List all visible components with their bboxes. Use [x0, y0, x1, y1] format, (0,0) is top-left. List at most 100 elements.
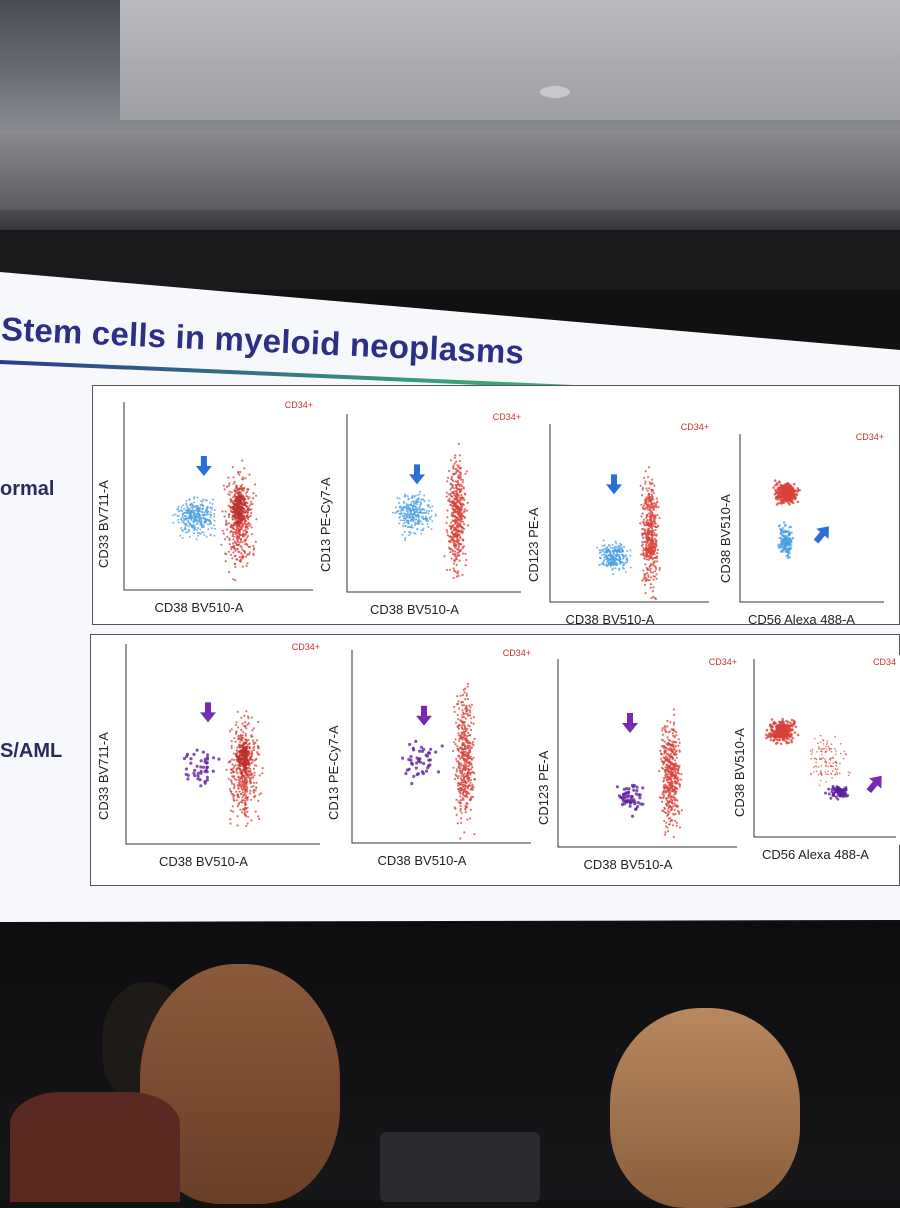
cd34-cell-point	[645, 534, 648, 537]
cd34-cell-point	[456, 498, 459, 501]
stem-cell-point	[790, 538, 793, 541]
stem-cell-point	[610, 562, 612, 565]
cd34-cell-point	[646, 537, 649, 541]
cd34-cell-point	[456, 702, 460, 706]
stem-cell-point	[785, 530, 788, 533]
stem-cell-point	[189, 761, 193, 765]
cd34-cell-point	[824, 758, 826, 760]
stem-cell-point	[622, 555, 625, 558]
cd34-cell-point	[247, 750, 250, 754]
stem-cell-point	[183, 522, 186, 525]
population-arrow-icon	[606, 474, 622, 495]
cd34-cell-point	[817, 748, 820, 750]
cd34-cell-point	[446, 531, 449, 534]
cd34-cell-point	[239, 541, 242, 544]
stem-cell-point	[779, 529, 783, 532]
cd34-cell-point	[246, 527, 249, 530]
cd34-cell-point	[247, 717, 250, 720]
cd34-cell-point	[255, 518, 258, 521]
cd34-cell-point	[454, 743, 457, 746]
cd34-cell-point	[793, 490, 796, 493]
cd34-cell-point	[452, 544, 455, 547]
cd34-cell-point	[459, 801, 462, 804]
cd34-cell-point	[457, 546, 460, 549]
cd34-cell-point	[822, 743, 825, 745]
cd34-cell-point	[651, 503, 654, 506]
cd34-cell-point	[648, 466, 651, 469]
gate-label: CD34	[872, 657, 896, 667]
cd34-cell-point	[662, 739, 665, 742]
cd34-cell-point	[461, 514, 464, 517]
stem-cell-point	[414, 766, 418, 770]
cd34-cell-point	[673, 735, 676, 738]
stem-cell-point	[196, 532, 199, 534]
x-axis-label: CD56 Alexa 488-A	[748, 612, 855, 627]
cd34-cell-point	[468, 777, 471, 780]
cd34-cell-point	[459, 467, 462, 470]
stem-cell-point	[827, 792, 831, 796]
cd34-cell-point	[648, 507, 651, 510]
cd34-cell-point	[460, 493, 463, 497]
cd34-cell-point	[472, 722, 475, 725]
stem-cell-point	[199, 532, 202, 535]
cd34-cell-point	[249, 514, 252, 517]
cd34-cell-point	[655, 543, 658, 546]
y-axis-label: CD13 PE-Cy7-A	[326, 725, 341, 821]
cd34-cell-point	[667, 810, 670, 813]
cd34-cell-point	[680, 778, 683, 781]
cd34-cell-point	[668, 748, 671, 752]
cd34-cell-point	[472, 716, 476, 719]
cd34-cell-point	[451, 550, 454, 553]
stem-cell-point	[409, 504, 412, 507]
cd34-cell-point	[463, 732, 466, 736]
cd34-cell-point	[816, 751, 818, 753]
cd34-cell-point	[232, 524, 235, 527]
cd34-cell-point	[454, 511, 458, 514]
stem-cell-point	[184, 525, 187, 528]
stem-cell-point	[413, 500, 416, 503]
cd34-cell-point	[793, 496, 796, 500]
stem-cell-point	[629, 566, 632, 569]
cd34-cell-point	[458, 490, 461, 493]
cd34-cell-point	[249, 789, 252, 792]
cd34-cell-point	[779, 742, 783, 746]
cd34-cell-point	[463, 523, 466, 526]
cd34-cell-point	[466, 524, 470, 527]
cd34-cell-point	[450, 530, 453, 533]
cd34-cell-point	[229, 790, 232, 793]
cd34-cell-point	[673, 713, 676, 716]
cd34-cell-point	[812, 771, 815, 773]
cd34-cell-point	[468, 733, 471, 737]
stem-cell-point	[405, 513, 407, 516]
cd34-cell-point	[467, 779, 470, 782]
cd34-cell-point	[664, 785, 667, 788]
cd34-cell-point	[645, 516, 648, 519]
stem-cell-point	[181, 513, 184, 515]
cd34-cell-point	[241, 525, 244, 528]
cd34-cell-point	[777, 492, 781, 495]
cd34-cell-point	[775, 742, 778, 745]
cd34-cell-point	[654, 516, 657, 519]
cd34-cell-point	[241, 524, 245, 527]
cd34-cell-point	[231, 763, 234, 766]
cd34-cell-point	[461, 798, 464, 801]
stem-cell-point	[185, 502, 188, 505]
stem-cell-point	[606, 549, 609, 552]
stem-cell-point	[186, 777, 190, 781]
cd34-cell-point	[825, 765, 827, 768]
cd34-cell-point	[666, 776, 670, 779]
stem-cell-point	[200, 519, 203, 522]
stem-cell-point	[788, 531, 791, 534]
population-arrow-icon	[813, 526, 829, 544]
cd34-cell-point	[461, 769, 464, 772]
stem-cell-point	[612, 549, 615, 552]
cd34-cell-point	[451, 525, 454, 528]
cd34-cell-point	[671, 767, 674, 770]
cd34-cell-point	[825, 748, 828, 750]
stem-cell-point	[186, 773, 190, 777]
cd34-cell-point	[646, 489, 649, 492]
cd34-cell-point	[230, 780, 233, 783]
cd34-cell-point	[650, 532, 653, 535]
cd34-cell-point	[663, 790, 667, 793]
cd34-cell-point	[824, 761, 826, 763]
